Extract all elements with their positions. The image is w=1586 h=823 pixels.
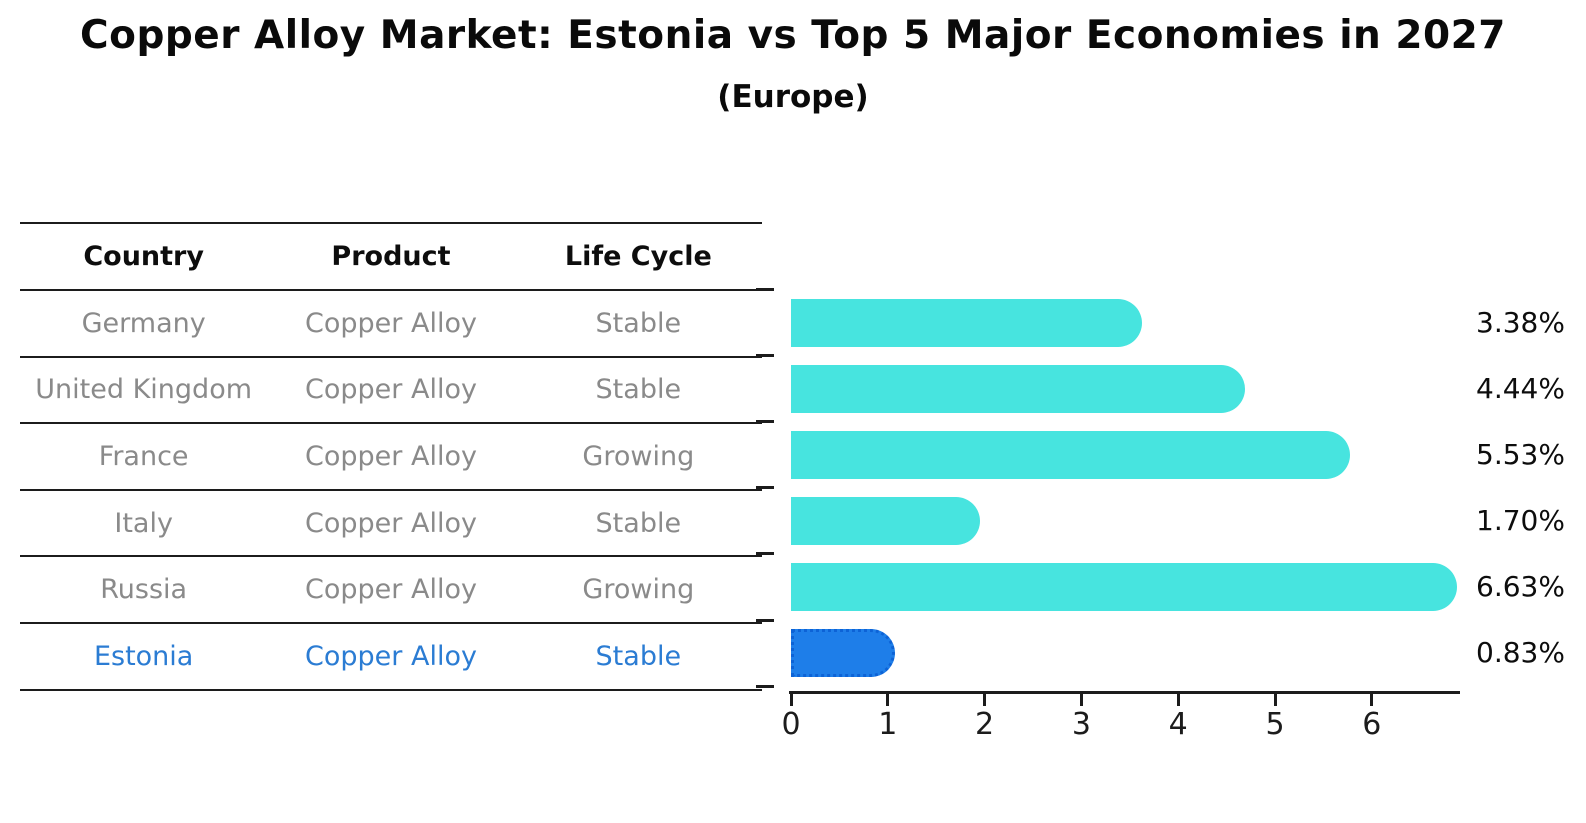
y-axis-tick xyxy=(756,354,774,358)
table-header-life-cycle: Life Cycle xyxy=(564,241,712,272)
table-header-row: Country Product Life Cycle xyxy=(20,224,762,291)
table-cell: Growing xyxy=(582,440,695,472)
y-axis-tick xyxy=(756,618,774,622)
chart-title: Copper Alloy Market: Estonia vs Top 5 Ma… xyxy=(80,13,1506,58)
table-cell: France xyxy=(98,440,189,472)
table-cell: Stable xyxy=(595,307,682,339)
y-axis-tick xyxy=(756,288,774,291)
x-axis-tick xyxy=(789,693,793,706)
table-body: Germany Copper Alloy Stable United Kingdom C… xyxy=(20,291,762,691)
x-axis-tick-label: 6 xyxy=(1362,707,1382,742)
table-row-germany: Germany Copper Alloy Stable xyxy=(20,291,762,358)
bar-germany xyxy=(791,298,1143,347)
x-axis-tick-label: 5 xyxy=(1265,707,1285,742)
x-axis-tick-label: 2 xyxy=(975,707,995,742)
table-header-product: Product xyxy=(331,241,451,272)
country-table: Country Product Life Cycle Germany Copper… xyxy=(20,222,762,691)
value-label-germany: 3.38% xyxy=(1476,305,1565,339)
bar-estonia xyxy=(791,629,896,678)
y-axis-tick xyxy=(756,486,774,490)
table-cell: United Kingdom xyxy=(35,374,253,406)
y-axis-tick xyxy=(756,552,774,556)
table-cell: Italy xyxy=(114,507,173,539)
bar-france xyxy=(791,430,1351,479)
table-cell: Copper Alloy xyxy=(305,574,477,606)
value-label-united-kingdom: 4.44% xyxy=(1476,371,1565,405)
table-cell: Russia xyxy=(100,574,188,606)
table-row-russia: Russia Copper Alloy Growing xyxy=(20,557,762,624)
table-row-france: France Copper Alloy Growing xyxy=(20,424,762,491)
table-cell: Copper Alloy xyxy=(305,640,477,672)
table-cell: Stable xyxy=(595,374,682,406)
x-axis-tick xyxy=(886,693,890,706)
chart-subtitle: (Europe) xyxy=(717,79,869,115)
y-axis-tick xyxy=(756,420,774,424)
table-cell: Stable xyxy=(595,507,682,539)
x-axis-tick xyxy=(1079,693,1083,706)
bar-italy xyxy=(791,496,980,545)
table-cell: Copper Alloy xyxy=(305,374,477,406)
bar-united-kingdom xyxy=(791,364,1245,413)
table-row-estonia: Estonia Copper Alloy Stable xyxy=(20,624,762,691)
value-label-estonia: 0.83% xyxy=(1476,636,1565,670)
table-cell: Estonia xyxy=(93,640,194,672)
table-header-country: Country xyxy=(83,241,204,272)
x-axis-tick-label: 3 xyxy=(1071,707,1091,742)
bar-russia xyxy=(791,562,1457,611)
table-cell: Growing xyxy=(582,574,695,606)
y-axis-tick xyxy=(756,684,774,688)
table-cell: Stable xyxy=(595,640,682,672)
x-axis-tick-label: 4 xyxy=(1168,707,1188,742)
table-row-united-kingdom: United Kingdom Copper Alloy Stable xyxy=(20,358,762,425)
value-label-france: 5.53% xyxy=(1476,437,1565,471)
x-axis-tick-label: 0 xyxy=(781,707,801,742)
table-cell: Copper Alloy xyxy=(305,307,477,339)
value-label-russia: 6.63% xyxy=(1476,569,1565,603)
x-axis-tick xyxy=(1370,693,1374,706)
table-cell: Copper Alloy xyxy=(305,440,477,472)
value-label-italy: 1.70% xyxy=(1476,503,1565,537)
table-cell: Copper Alloy xyxy=(305,507,477,539)
x-axis-line xyxy=(789,691,1460,694)
x-axis-tick-label: 1 xyxy=(878,707,898,742)
x-axis-tick xyxy=(1273,693,1277,706)
x-axis-tick xyxy=(1176,693,1180,706)
x-axis-tick xyxy=(983,693,987,706)
table-row-italy: Italy Copper Alloy Stable xyxy=(20,491,762,558)
table-cell: Germany xyxy=(81,307,206,339)
